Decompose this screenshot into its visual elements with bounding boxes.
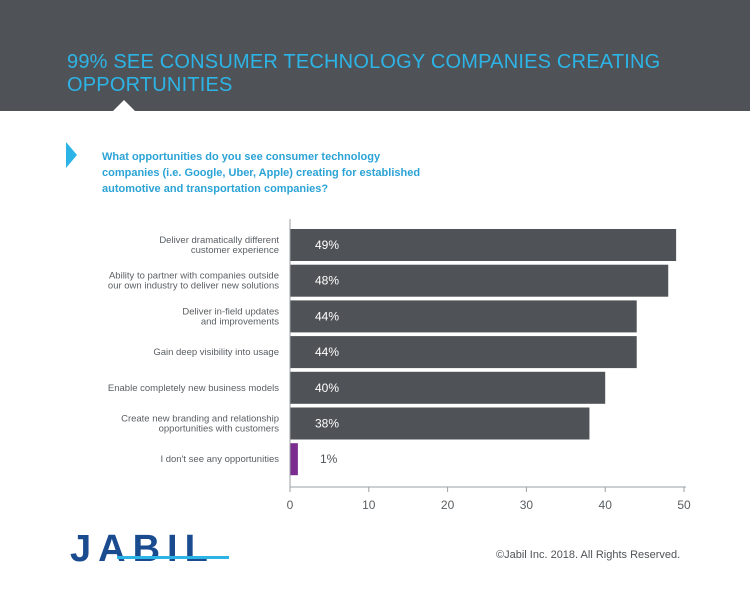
- bar: [290, 443, 298, 476]
- header-banner: 99% SEE CONSUMER TECHNOLOGY COMPANIES CR…: [0, 0, 750, 111]
- jabil-logo: JABIL: [70, 528, 215, 570]
- x-tick-label: 0: [287, 498, 294, 512]
- category-label: Ability to partner with companies outsid…: [109, 271, 279, 282]
- bar: [290, 371, 606, 404]
- category-label: opportunities with customers: [159, 424, 280, 435]
- bar-value-label: 40%: [315, 381, 339, 395]
- category-label: Create new branding and relationship: [121, 414, 279, 425]
- bar-value-label: 1%: [320, 452, 338, 466]
- category-label: Deliver dramatically different: [159, 235, 279, 246]
- bar-value-label: 38%: [315, 417, 339, 431]
- bar: [290, 300, 637, 333]
- bar: [290, 336, 637, 369]
- bar: [290, 264, 669, 297]
- x-tick-label: 40: [599, 498, 613, 512]
- bar: [290, 229, 677, 261]
- bar-value-label: 48%: [315, 274, 339, 288]
- question-arrow-icon: [66, 142, 77, 168]
- x-tick-label: 10: [362, 498, 376, 512]
- bar-value-label: 49%: [315, 238, 339, 252]
- survey-question: What opportunities do you see consumer t…: [102, 151, 421, 195]
- page-title: 99% SEE CONSUMER TECHNOLOGY COMPANIES CR…: [67, 51, 661, 96]
- x-tick-label: 30: [520, 498, 534, 512]
- logo-accent-line: [117, 556, 229, 559]
- category-label: and improvements: [201, 316, 279, 327]
- bar: [290, 407, 590, 440]
- category-label: I don't see any opportunities: [160, 454, 279, 465]
- banner-notch: [112, 100, 136, 112]
- copyright-text: ©Jabil Inc. 2018. All Rights Reserved.: [496, 549, 681, 561]
- x-tick-label: 20: [441, 498, 455, 512]
- category-label: customer experience: [191, 245, 279, 256]
- category-label: Gain deep visibility into usage: [153, 347, 279, 358]
- x-tick-label: 50: [677, 498, 691, 512]
- category-label: Deliver in-field updates: [182, 306, 279, 317]
- category-label: our own industry to deliver new solution…: [108, 281, 279, 292]
- category-label: Enable completely new business models: [108, 383, 279, 394]
- bar-value-label: 44%: [315, 345, 339, 359]
- bar-value-label: 44%: [315, 309, 339, 323]
